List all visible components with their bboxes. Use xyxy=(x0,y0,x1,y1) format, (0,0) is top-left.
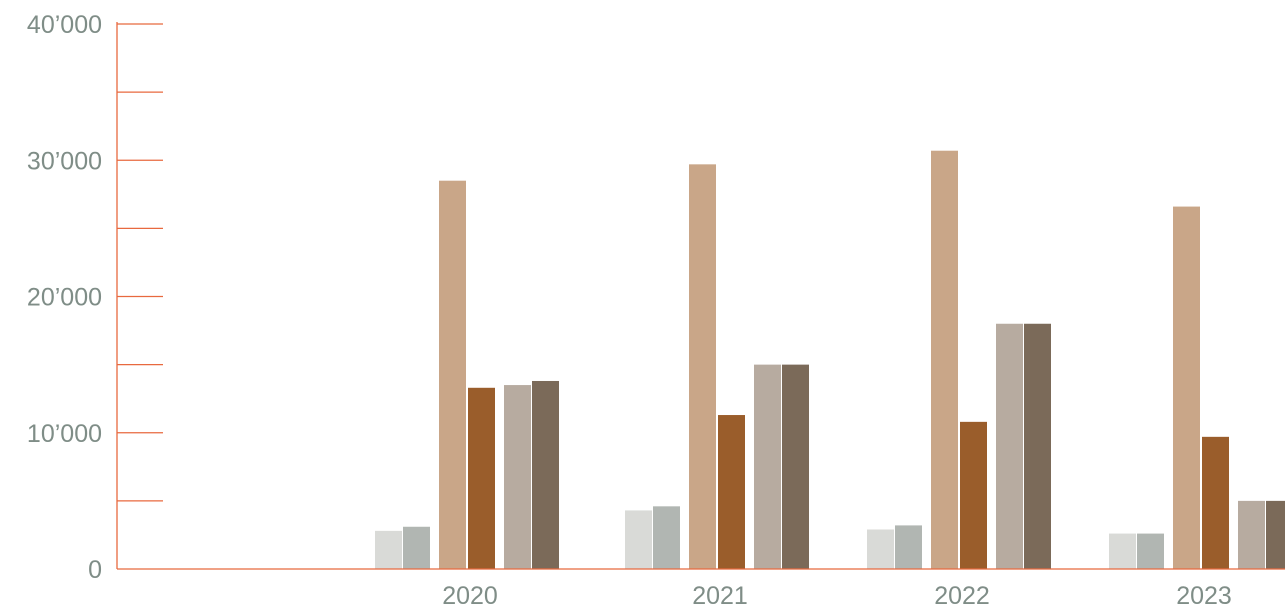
bar-2020-s3 xyxy=(439,180,466,569)
y-tick-label: 40’000 xyxy=(27,11,102,39)
bar-2023-s2 xyxy=(1137,533,1164,569)
x-tick-label-2020: 2020 xyxy=(442,582,498,605)
y-tick-label: 10’000 xyxy=(27,420,102,448)
bars-layer xyxy=(375,150,1285,569)
bar-2022-s6 xyxy=(1024,323,1051,569)
bar-2020-s6 xyxy=(532,380,559,569)
x-tick-label-2023: 2023 xyxy=(1176,582,1232,605)
x-tick-label-2021: 2021 xyxy=(692,582,748,605)
bar-2023-s5 xyxy=(1238,500,1265,569)
bar-2021-s4 xyxy=(718,415,745,569)
bar-2022-s2 xyxy=(895,525,922,569)
bar-2022-s4 xyxy=(960,421,987,569)
bar-2022-s1 xyxy=(867,529,894,569)
bar-2022-s3 xyxy=(931,150,958,569)
bar-2020-s4 xyxy=(468,387,495,569)
y-tick-label: 30’000 xyxy=(27,147,102,175)
y-tick-labels: 0 10’000 20’000 30’000 40’000 xyxy=(27,11,102,584)
bar-2020-s5 xyxy=(504,385,531,569)
axes-layer xyxy=(116,22,1285,570)
bar-2021-s1 xyxy=(625,510,652,569)
bar-2021-s5 xyxy=(754,364,781,569)
x-tick-labels: 2020 2021 2022 2023 xyxy=(442,582,1232,605)
bar-2020-s2 xyxy=(403,526,430,569)
bar-2023-s6 xyxy=(1266,500,1285,569)
bar-2022-s5 xyxy=(996,323,1023,569)
bar-2023-s3 xyxy=(1173,206,1200,569)
bar-2021-s6 xyxy=(782,364,809,569)
bar-2023-s1 xyxy=(1109,533,1136,569)
x-tick-label-2022: 2022 xyxy=(934,582,990,605)
bar-2023-s4 xyxy=(1202,436,1229,569)
bar-2021-s2 xyxy=(653,506,680,569)
y-tick-label: 20’000 xyxy=(27,284,102,312)
y-tick-label: 0 xyxy=(88,556,102,584)
bar-2020-s1 xyxy=(375,530,402,569)
bar-2021-s3 xyxy=(689,164,716,569)
